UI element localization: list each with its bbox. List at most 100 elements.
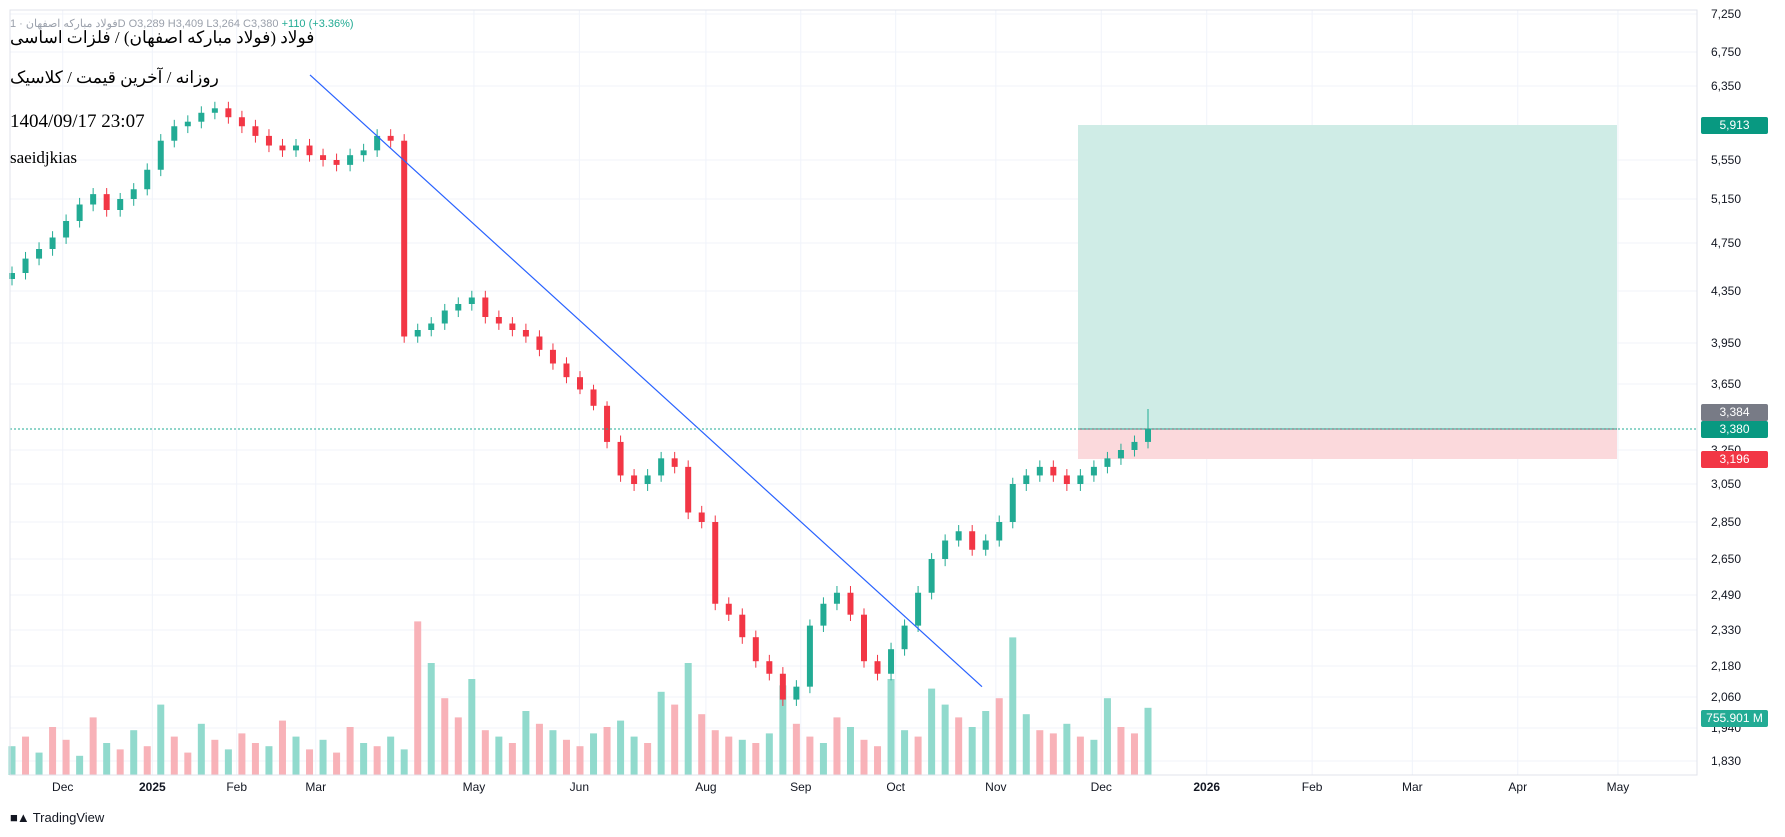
candle [333,153,340,172]
candle [347,148,354,172]
candle-body [293,145,299,151]
volume-bar [62,739,70,775]
candle-body [1131,441,1138,450]
volume-bar [508,743,516,775]
price-tick-label: 2,060 [1711,690,1741,704]
candle-body [577,377,583,390]
volume-bar [1090,739,1098,775]
candle-body [198,112,205,122]
candle-body [22,258,29,273]
volume-bar [197,723,205,775]
stop-price-badge: 3,196 [1701,451,1768,468]
candle [265,129,272,153]
time-axis[interactable]: Dec 2025 Feb Mar May Jun Aug Sep Oct Nov Dec 2026 Fe… [10,774,1697,794]
candle [238,110,245,134]
volume-bar [414,621,422,775]
time-tick-label: Nov [985,780,1006,794]
price-tick-label: 4,350 [1711,284,1741,298]
candle [1131,435,1138,457]
volume-bar [684,663,692,775]
candle-body [604,405,611,442]
candle [671,451,678,474]
candle-body [928,559,935,593]
time-tick-label: Feb [226,780,247,794]
volume-bar [874,746,882,775]
volume-bar [495,736,503,775]
candle-body [1063,475,1070,484]
candle-body [360,150,367,156]
volume-bar [644,743,652,775]
volume-bar [1009,637,1017,775]
price-tick-label: 5,550 [1711,153,1741,167]
volume-bar [833,717,841,775]
candle [955,525,962,547]
candle-body [590,389,597,406]
volume-bar [103,743,111,775]
candle [22,251,29,280]
volume-bars [8,621,1152,775]
volume-bar [576,746,584,775]
candle [969,525,976,556]
volume-bar [1036,730,1044,775]
candle [766,654,773,681]
candle-body [117,199,124,210]
price-tick-label: 3,050 [1711,477,1741,491]
volume-bar [711,730,719,775]
volume-bar [765,733,773,775]
chart-timestamp: 1404/09/17 23:07 [10,111,145,132]
candle-body [739,614,746,638]
candle [928,553,935,600]
volume-bar [968,727,976,775]
candle [103,188,110,217]
target-price-badge: 5,913 [1701,117,1768,134]
candle [874,654,881,681]
candle [793,680,800,706]
candle [1117,443,1124,465]
price-tick-label: 5,150 [1711,192,1741,206]
candle [90,188,97,212]
candle [482,290,489,324]
candle [157,134,164,177]
candle-body [644,475,651,484]
time-tick-label: 2025 [139,780,166,794]
price-tick-label: 2,650 [1711,552,1741,566]
candle-body [184,121,191,127]
candle-body [1077,475,1084,484]
time-tick-label: Oct [886,780,905,794]
candle-body [955,531,962,541]
candle [982,534,989,556]
candle-body [536,336,543,350]
candle [725,597,732,621]
candle [360,143,367,162]
trendline[interactable] [309,74,983,688]
chart-subtitle: روزانه / آخرین قیمت / کلاسیک [10,68,219,87]
candle-body [468,297,475,304]
volume-bar [657,691,665,775]
candle-body [752,637,759,662]
candle [1063,469,1070,491]
candle-body [1117,450,1124,459]
candle [752,630,759,668]
candle [144,163,151,196]
price-tick-label: 4,750 [1711,236,1741,250]
volume-bar [49,727,57,775]
candle [306,138,313,162]
candle [820,597,827,632]
candle-body [225,108,232,118]
time-tick-label: 2026 [1193,780,1220,794]
candle [888,642,895,681]
volume-bar [143,746,151,775]
price-tick-label: 2,850 [1711,515,1741,529]
candle-body [1104,458,1111,467]
volume-bar [1049,733,1057,775]
candle-body [901,625,908,650]
time-tick-label: May [1607,780,1630,794]
candle [1050,460,1057,482]
candle-body [549,349,556,364]
tradingview-logo[interactable]: ■▲ TradingView [10,810,104,825]
volume-bar [400,749,408,775]
volume-bar [184,752,192,775]
candle-body [847,592,854,615]
candle-body [211,108,218,113]
